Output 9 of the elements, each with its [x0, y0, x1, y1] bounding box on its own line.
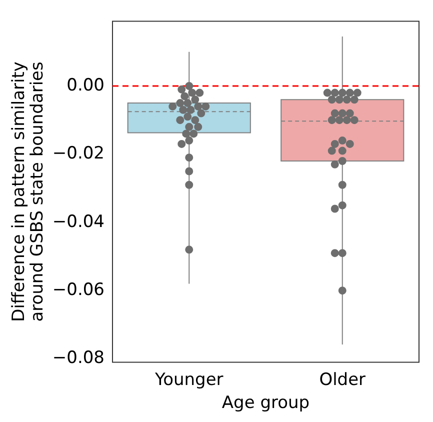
y-tick-label: −0.06	[52, 280, 104, 300]
x-axis-title: Age group	[222, 393, 310, 414]
y-tick-label: −0.04	[52, 212, 104, 232]
y-tick-label: −0.02	[52, 144, 104, 164]
y-axis-title: Difference in pattern similarity around GSBS state boundaries	[8, 61, 48, 322]
y-tick-label: 0.00	[66, 75, 104, 96]
x-tick-label: Older	[319, 370, 366, 390]
y-tick-label: −0.08	[52, 348, 104, 368]
x-tick-label: Younger	[154, 370, 224, 390]
